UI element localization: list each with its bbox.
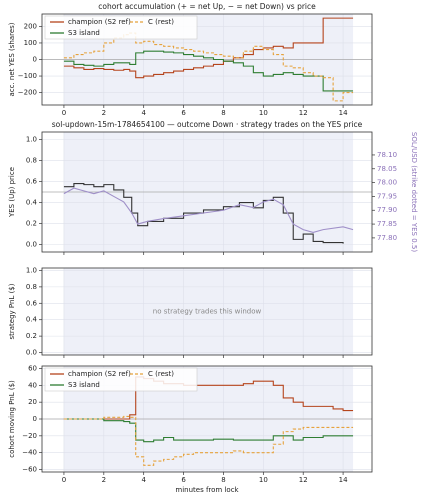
y-tick-label: 20	[28, 398, 37, 406]
y2-tick-label: 78.10	[377, 151, 397, 159]
series-line	[63, 50, 354, 92]
y-tick-label: 200	[24, 22, 37, 30]
y2-tick-label: 77.90	[377, 206, 397, 214]
y-tick-label: −200	[18, 89, 37, 97]
y-tick-label: 0.0	[26, 241, 37, 249]
y-tick-label: 0	[33, 56, 37, 64]
y-axis-label: strategy PnL ($)	[8, 283, 16, 339]
x-tick-label: 4	[141, 476, 146, 484]
legend-label: C (rest)	[148, 370, 174, 378]
x-tick-label: 8	[221, 109, 225, 117]
plot-frame	[41, 267, 373, 356]
y-tick-label: 100	[24, 39, 37, 47]
x-tick-label: 10	[259, 476, 268, 484]
series-line	[63, 376, 354, 420]
y2-tick-label: 77.80	[377, 234, 397, 242]
y-tick-label: 1.0	[26, 266, 37, 274]
y-tick-label: −60	[22, 465, 37, 473]
y-axis-label: cohort moving PnL ($)	[8, 380, 16, 458]
series-line	[63, 187, 354, 233]
y2-tick-label: 77.95	[377, 192, 397, 200]
series-line	[63, 418, 354, 443]
window-shade	[63, 268, 354, 355]
x-tick-label: 14	[339, 476, 348, 484]
series-line	[63, 415, 354, 466]
y-tick-label: 0.8	[26, 156, 37, 164]
y2-tick-label: 78.00	[377, 179, 397, 187]
x-tick-label: 6	[181, 109, 186, 117]
x-tick-label: 2	[102, 476, 106, 484]
y-tick-label: −40	[22, 449, 37, 457]
x-tick-label: 0	[62, 109, 66, 117]
x-tick-label: 12	[299, 476, 308, 484]
y-tick-label: 0.4	[26, 316, 38, 324]
y-tick-label: 1.0	[26, 135, 37, 143]
y-tick-label: 0.0	[26, 349, 37, 357]
x-tick-label: 4	[141, 109, 146, 117]
x-tick-label: 8	[221, 476, 225, 484]
y-tick-label: −20	[22, 432, 37, 440]
x-tick-label: 0	[62, 476, 66, 484]
x-tick-label: 6	[181, 476, 186, 484]
legend-box	[44, 367, 198, 392]
legend-label: champion (S2 ref)	[68, 18, 131, 26]
legend-label: champion (S2 ref)	[68, 370, 131, 378]
x-tick-label: 12	[299, 109, 308, 117]
legend-box	[44, 15, 198, 40]
series-line	[63, 32, 354, 102]
series-line	[63, 17, 354, 79]
y2-tick-label: 77.85	[377, 220, 397, 228]
y-tick-label: 40	[28, 381, 37, 389]
y-tick-label: 0.2	[26, 332, 37, 340]
plot-frame	[41, 131, 373, 253]
y2-axis-label: SOL/USD (strike dotted = YES 0.5)	[410, 132, 418, 252]
chart-title: sol-updown-15m-1784654100 — outcome Down…	[52, 120, 363, 129]
legend-label: C (rest)	[148, 18, 174, 26]
y-axis-label: acc. net YES (shares)	[8, 22, 16, 96]
y2-tick-label: 78.05	[377, 165, 397, 173]
legend-label: S3 island	[68, 381, 100, 389]
y-tick-label: 0.2	[26, 220, 37, 228]
x-tick-label: 14	[339, 109, 348, 117]
y-tick-label: 60	[28, 365, 37, 373]
plot-frame	[41, 13, 373, 106]
chart-title: cohort accumulation (+ = net Up, − = net…	[98, 2, 316, 11]
y-tick-label: 0.8	[26, 283, 37, 291]
y-tick-label: 0	[33, 415, 37, 423]
y-tick-label: 0.6	[26, 299, 38, 307]
y-tick-label: −100	[18, 72, 37, 80]
plot-frame	[41, 365, 373, 473]
x-axis-label: minutes from lock	[175, 486, 239, 494]
y-tick-label: 0.6	[26, 177, 38, 185]
legend-label: S3 island	[68, 29, 100, 37]
annotation: no strategy trades this window	[153, 308, 262, 316]
x-tick-label: 10	[259, 109, 268, 117]
x-tick-label: 2	[102, 109, 106, 117]
y-tick-label: 0.4	[26, 199, 38, 207]
y-axis-label: YES (Up) price	[8, 167, 16, 218]
